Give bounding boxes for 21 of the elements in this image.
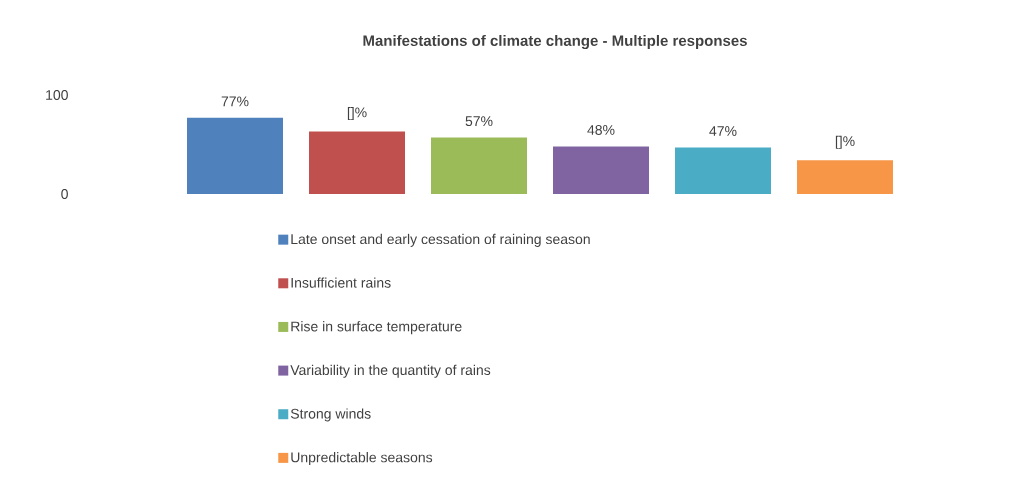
bar	[553, 146, 649, 194]
chart-title: Manifestations of climate change - Multiple responses	[363, 34, 747, 50]
bar	[675, 147, 771, 194]
legend-label: Late onset and early cessation of raining season	[291, 233, 590, 247]
legend-label: Strong winds	[290, 408, 371, 422]
legend-label: Rise in surface temperature	[291, 321, 462, 335]
data-label: []%	[347, 107, 367, 121]
bar	[187, 117, 284, 194]
y-tick-label: 0	[61, 189, 68, 199]
data-label: []%	[835, 135, 855, 149]
bar	[797, 160, 893, 194]
bar	[309, 131, 406, 194]
data-label: 47%	[709, 126, 737, 136]
legend-label: Variability in the quantity of rains	[290, 364, 491, 378]
data-label: 77%	[221, 96, 249, 107]
data-label: 57%	[465, 116, 493, 127]
legend-label: Insufficient rains	[291, 277, 391, 288]
legend-label: Unpredictable seasons	[291, 452, 433, 466]
data-label: 48%	[587, 125, 615, 135]
bar	[431, 137, 528, 194]
y-tick-label: 100	[46, 90, 68, 100]
